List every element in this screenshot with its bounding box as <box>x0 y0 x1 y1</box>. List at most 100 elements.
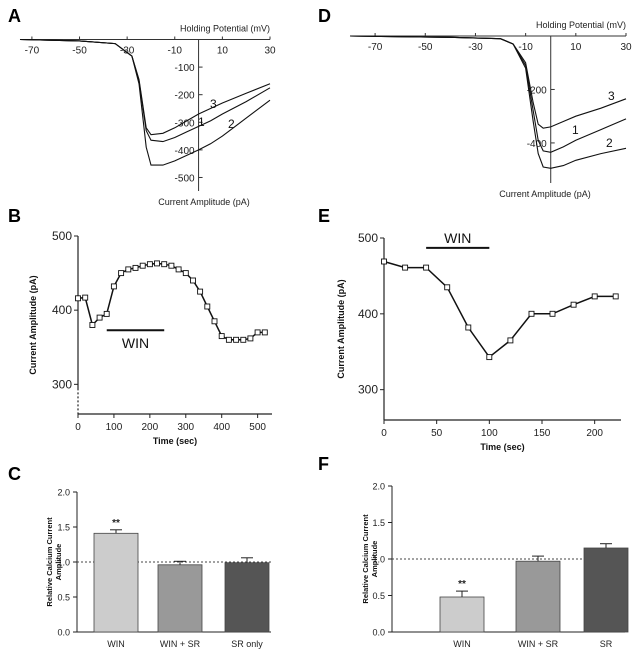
curve-label-d-3: 3 <box>608 89 615 103</box>
panel-label-a: A <box>8 6 21 26</box>
y-tick-label-f: 2.0 <box>372 482 385 492</box>
y-tick-label-b: 300 <box>52 377 72 391</box>
data-point-b <box>225 336 232 343</box>
data-point-e <box>381 258 387 265</box>
data-point-b <box>103 310 110 317</box>
data-point-b <box>197 288 204 295</box>
x-tick-label-d: -30 <box>468 42 483 53</box>
data-point-e <box>507 337 514 344</box>
iv-curve-d-1 <box>349 35 627 169</box>
x-tick-label-e: 100 <box>481 428 498 439</box>
data-point-e <box>465 324 472 331</box>
y-tick-label-b: 500 <box>52 229 72 243</box>
data-point-b <box>146 261 153 268</box>
x-tick-label-e: 50 <box>431 428 443 439</box>
x-tick-label-d: 30 <box>620 42 632 53</box>
data-point-e <box>486 354 493 361</box>
x-tick-label-e: 150 <box>534 428 551 439</box>
curve-label-a-1: 1 <box>198 115 205 129</box>
x-tick-label-d: -70 <box>368 42 383 53</box>
panel-label-b: B <box>8 206 21 226</box>
data-point-e <box>402 264 409 271</box>
data-point-e <box>423 264 430 271</box>
y-tick-label-f: 1.5 <box>372 518 385 528</box>
y-tick-label-c: 0.0 <box>57 628 70 638</box>
x-tick-label-a: -50 <box>72 46 87 57</box>
data-point-b <box>132 264 139 271</box>
y-axis-title-a: Current Amplitude (pA) <box>158 197 250 207</box>
curve-label-d-1: 1 <box>572 123 579 137</box>
data-point-b <box>161 261 168 268</box>
x-tick-label-a: -70 <box>25 46 40 57</box>
y-tick-label-a: -100 <box>175 63 195 74</box>
data-point-b <box>75 295 81 302</box>
panel-label-e: E <box>318 206 330 226</box>
data-point-e <box>549 310 556 317</box>
x-tick-label-b: 200 <box>142 422 159 433</box>
x-axis-title-a: Holding Potential (mV) <box>180 24 270 34</box>
iv-curve-d-2 <box>349 35 627 129</box>
data-point-b <box>154 260 160 267</box>
bar-c-3 <box>224 562 270 633</box>
y-tick-label-a: -500 <box>175 173 195 184</box>
data-point-b <box>247 335 254 342</box>
category-label-c-1: WIN <box>107 639 125 649</box>
x-tick-label-d: 10 <box>570 42 582 53</box>
bar-f-1 <box>439 596 485 633</box>
y-tick-label-a: -300 <box>175 118 195 129</box>
panel-label-c: C <box>8 464 21 484</box>
data-point-b <box>175 266 182 273</box>
y-tick-label-c: 1.0 <box>57 558 70 568</box>
y-tick-label-e: 400 <box>358 307 378 321</box>
data-point-e <box>612 293 619 300</box>
bar-f-3 <box>583 547 629 633</box>
x-axis-title-e: Time (sec) <box>480 442 524 452</box>
y-axis-title-f: Relative Calcium CurrentAmplitude <box>361 514 379 604</box>
x-tick-label-b: 0 <box>75 422 81 433</box>
y-axis-title-d: Current Amplitude (pA) <box>499 189 591 199</box>
data-point-e <box>444 284 451 291</box>
category-label-c-3: SR only <box>231 639 263 649</box>
y-tick-label-a: -200 <box>175 91 195 102</box>
time-series-line-b <box>77 262 265 341</box>
y-axis-title-c: Relative Calcium CurrentAmplitude <box>45 517 63 607</box>
data-point-e <box>570 301 577 308</box>
curve-label-a-2: 2 <box>228 117 235 131</box>
y-axis-title-e: Current Amplitude (pA) <box>336 279 346 378</box>
iv-curve-a-2 <box>19 38 271 166</box>
x-tick-label-a: -30 <box>120 46 135 57</box>
bar-c-2 <box>157 564 203 633</box>
data-point-b <box>139 262 146 269</box>
category-label-f-1: WIN <box>453 639 471 649</box>
data-point-e <box>591 293 598 300</box>
significance-marker-c: ** <box>112 518 120 529</box>
y-axis-title-b: Current Amplitude (pA) <box>28 275 38 374</box>
x-axis-title-b: Time (sec) <box>153 436 197 446</box>
data-point-b <box>254 329 261 336</box>
y-tick-label-c: 0.5 <box>57 593 70 603</box>
panel-label-d: D <box>318 6 331 26</box>
curve-label-a-3: 3 <box>210 97 217 111</box>
significance-marker-f: ** <box>458 579 466 590</box>
y-tick-label-b: 400 <box>52 303 72 317</box>
category-label-f-3: SR <box>600 639 613 649</box>
y-tick-label-f: 0.5 <box>372 591 385 601</box>
x-tick-label-d: -10 <box>518 42 533 53</box>
x-tick-label-a: 30 <box>264 46 276 57</box>
data-point-b <box>125 266 132 273</box>
x-tick-label-a: 10 <box>217 46 229 57</box>
x-tick-label-b: 300 <box>177 422 194 433</box>
category-label-c-2: WIN + SR <box>160 639 201 649</box>
iv-curve-d-3 <box>349 35 627 153</box>
iv-curve-a-3 <box>19 38 271 136</box>
bar-c-1 <box>93 532 139 633</box>
x-tick-label-d: -50 <box>418 42 433 53</box>
category-label-f-2: WIN + SR <box>518 639 559 649</box>
data-point-b <box>118 270 125 277</box>
y-tick-label-f: 0.0 <box>372 628 385 638</box>
x-tick-label-b: 400 <box>213 422 230 433</box>
win-label-b: WIN <box>122 335 149 351</box>
bar-f-2 <box>515 560 561 633</box>
x-tick-label-a: -10 <box>168 46 183 57</box>
data-point-b <box>89 322 96 328</box>
